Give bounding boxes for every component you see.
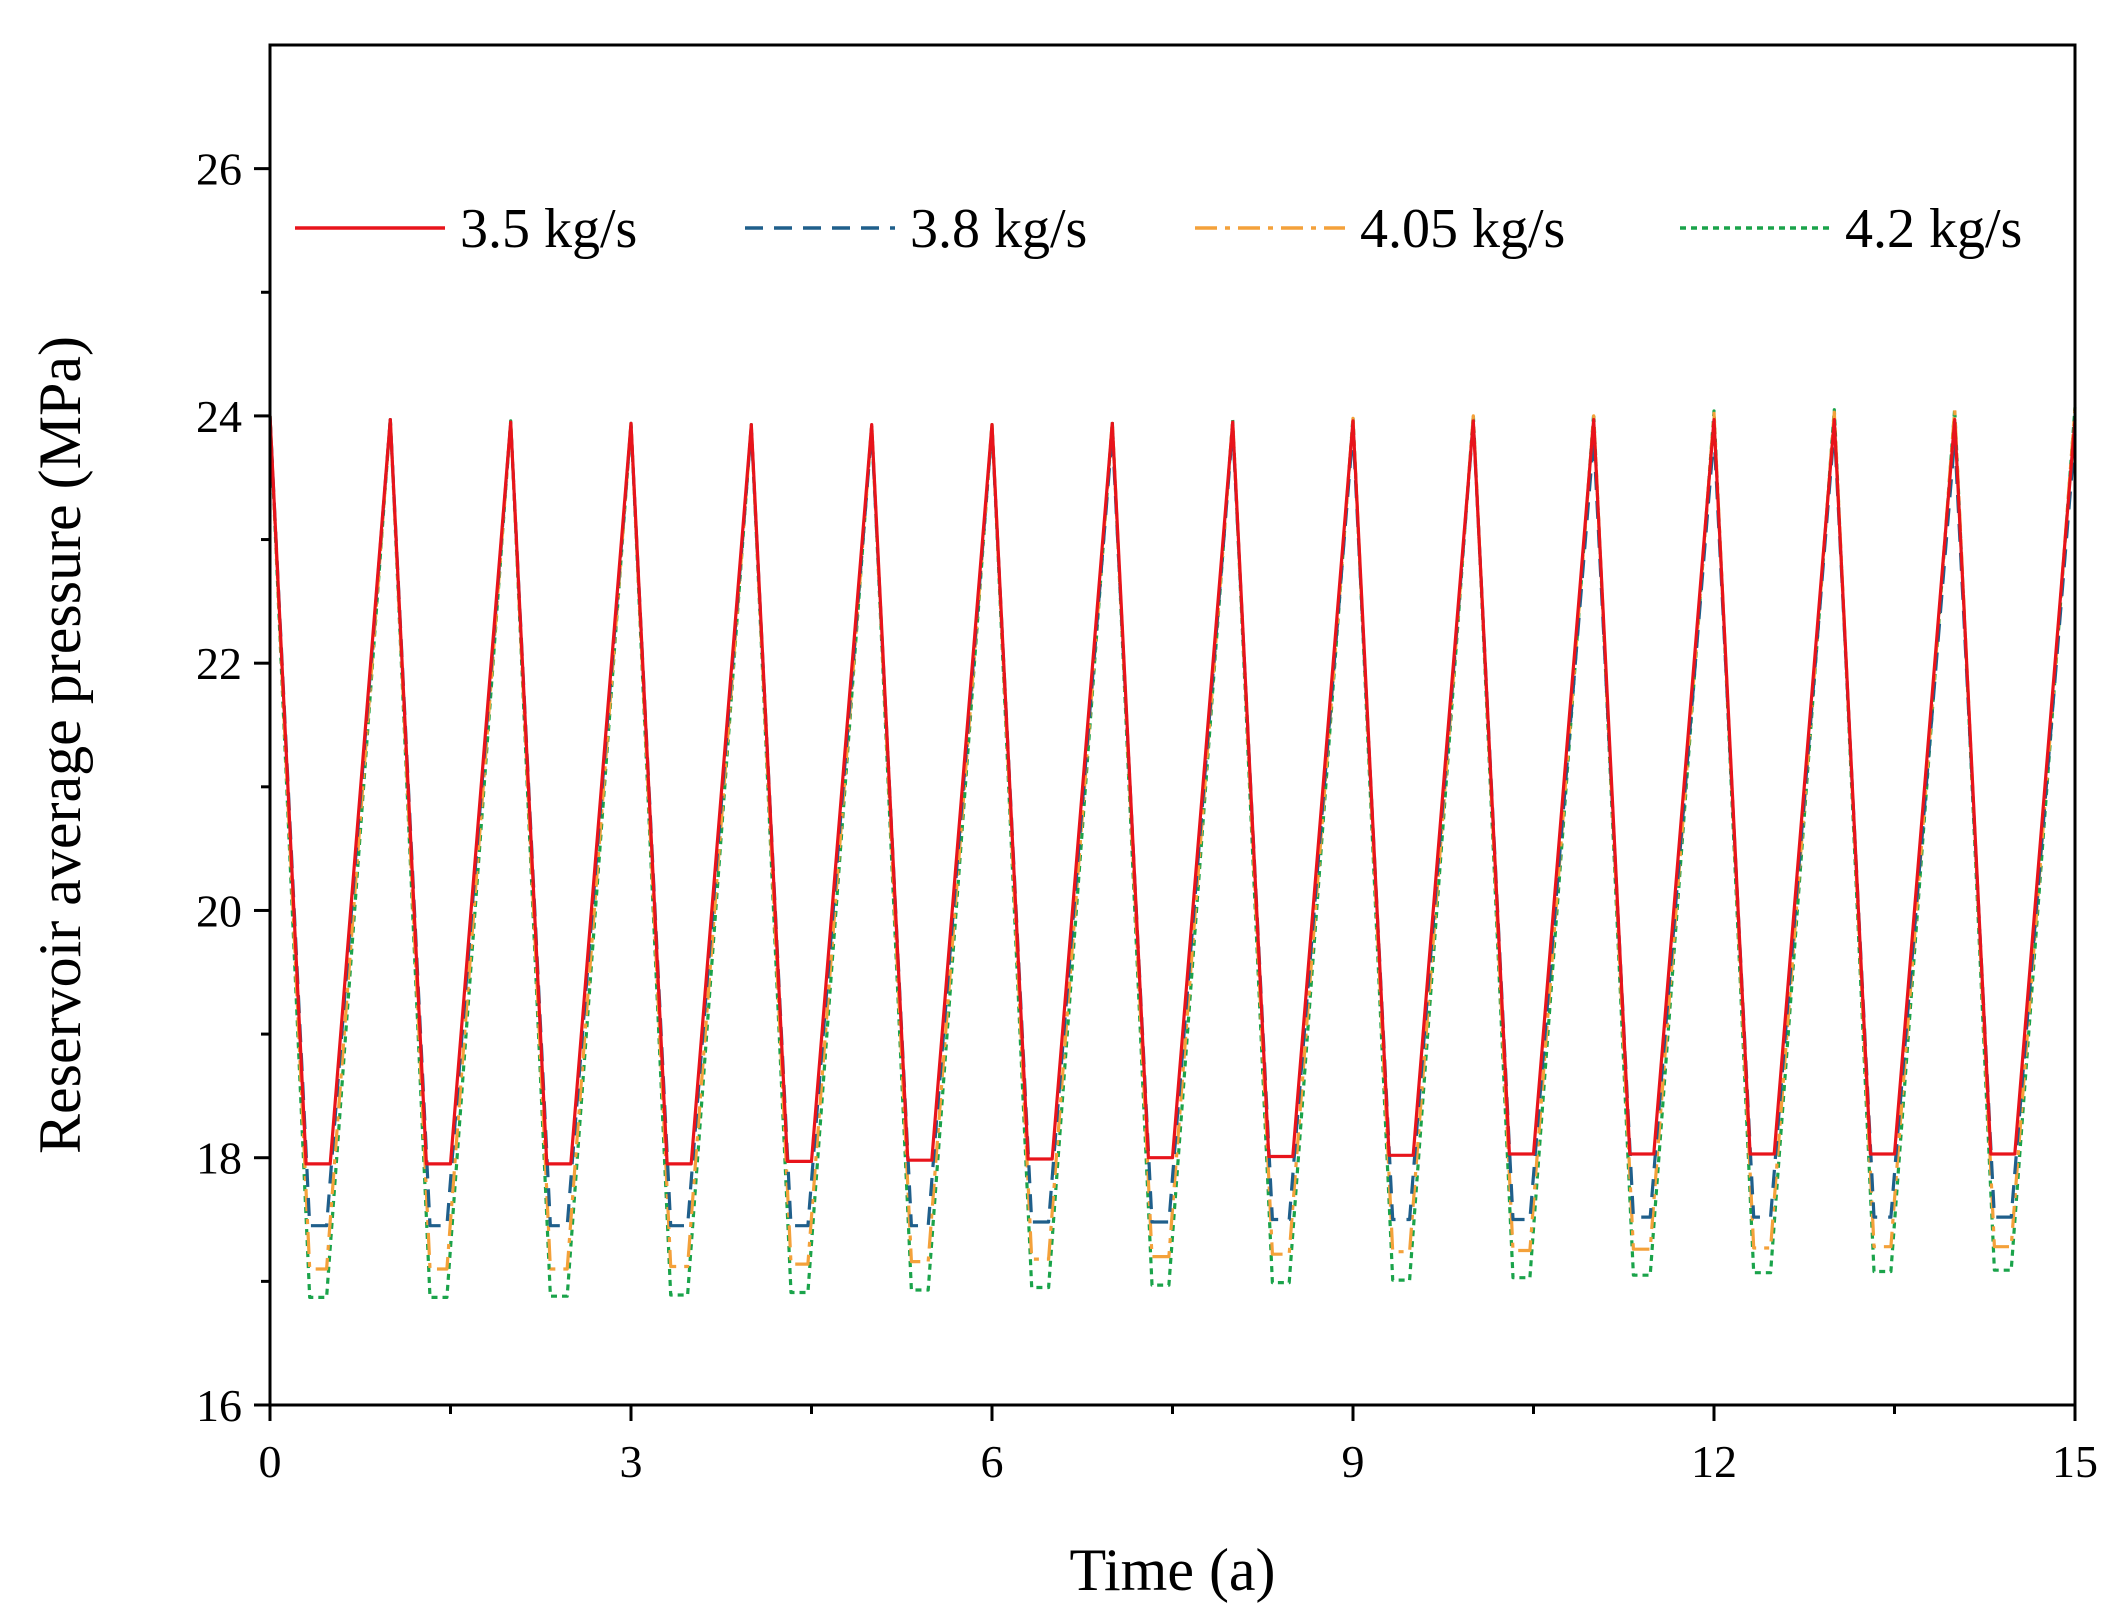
- x-tick-label: 12: [1691, 1436, 1737, 1487]
- x-tick-label: 9: [1342, 1436, 1365, 1487]
- series-layer: [268, 406, 2077, 1299]
- y-tick-label: 24: [196, 391, 242, 442]
- legend-label-3-5-kg-s: 3.5 kg/s: [460, 198, 637, 260]
- legend: 3.5 kg/s 3.8 kg/s 4.05 kg/s 4.2 kg/s: [295, 198, 2022, 260]
- axis-layer: 0 3 6 9 12 15 16 18 20 22 24 26: [196, 144, 2098, 1487]
- series-line-3-5-kg-s: [268, 415, 2077, 1166]
- series-line-4-05-kg-s: [268, 408, 2077, 1271]
- y-tick-label: 26: [196, 144, 242, 195]
- y-tick-label: 20: [196, 885, 242, 936]
- x-tick-label: 3: [620, 1436, 643, 1487]
- x-tick-label: 0: [259, 1436, 282, 1487]
- x-tick-label: 15: [2052, 1436, 2098, 1487]
- x-axis-title: Time (a): [1069, 1537, 1275, 1603]
- series-line-3-8-kg-s: [268, 415, 2077, 1228]
- legend-label-4-2-kg-s: 4.2 kg/s: [1845, 198, 2022, 260]
- y-axis-title: Reservoir average pressure (MPa): [27, 336, 93, 1154]
- y-tick-label: 16: [196, 1380, 242, 1431]
- series-line-4-2-kg-s: [268, 406, 2077, 1299]
- legend-label-4-05-kg-s: 4.05 kg/s: [1360, 198, 1565, 260]
- y-tick-label: 22: [196, 638, 242, 689]
- y-tick-label: 18: [196, 1133, 242, 1184]
- legend-label-3-8-kg-s: 3.8 kg/s: [910, 198, 1087, 260]
- x-tick-label: 6: [981, 1436, 1004, 1487]
